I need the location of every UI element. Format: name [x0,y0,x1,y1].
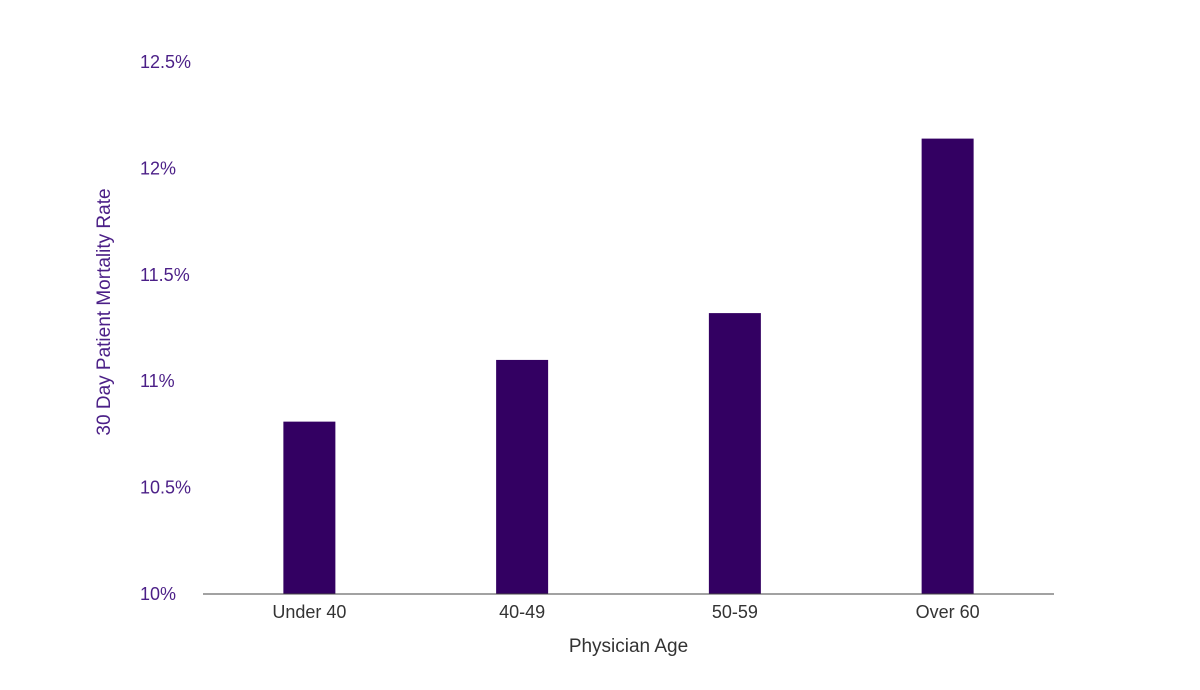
bar [283,421,336,594]
x-tick-label: Under 40 [272,602,346,622]
x-axis-title: Physician Age [569,636,688,657]
bar [708,313,761,594]
y-tick-label: 10% [140,584,176,604]
y-tick-label: 12.5% [140,52,191,72]
y-axis-title: 30 Day Patient Mortality Rate [94,188,115,435]
x-axis-category-labels: Under 40 40-49 50-59 Over 60 [272,602,979,622]
x-tick-label: 50-59 [712,602,758,622]
x-tick-label: Over 60 [916,602,980,622]
bar [921,138,974,594]
x-tick-label: 40-49 [499,602,545,622]
y-tick-label: 10.5% [140,478,191,498]
y-tick-label: 11% [140,371,175,391]
bars [283,138,974,594]
bar [496,359,549,594]
y-axis-ticks: 10% 10.5% 11% 11.5% 12% 12.5% [140,52,191,604]
y-tick-label: 11.5% [140,265,190,285]
y-tick-label: 12% [140,158,176,178]
